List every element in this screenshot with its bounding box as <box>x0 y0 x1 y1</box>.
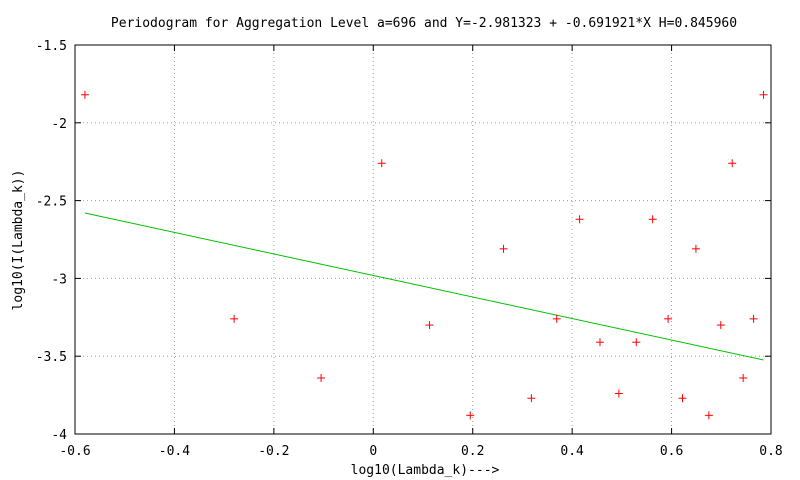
x-tick-label: 0.6 <box>660 444 683 459</box>
x-tick-label: 0 <box>369 444 377 459</box>
x-tick-label: 0.4 <box>560 444 584 459</box>
y-tick-label: -1.5 <box>36 39 67 54</box>
data-point <box>499 244 508 253</box>
data-point <box>691 244 700 253</box>
data-point <box>595 338 604 347</box>
fit-line-group <box>84 212 764 361</box>
data-point <box>749 314 758 323</box>
data-point <box>575 215 584 224</box>
data-point <box>739 373 748 382</box>
data-point <box>716 321 725 330</box>
data-point <box>664 314 673 323</box>
grid-lines <box>75 45 771 434</box>
x-tick-label: -0.2 <box>258 444 289 459</box>
y-tick-label: -3 <box>51 272 67 287</box>
data-point <box>728 159 737 168</box>
data-point <box>678 394 687 403</box>
fit-line <box>84 212 764 361</box>
data-point <box>80 90 89 99</box>
data-point <box>759 90 768 99</box>
x-tick-label: 0.8 <box>759 444 782 459</box>
x-tick-label: 0.2 <box>461 444 484 459</box>
data-point <box>648 215 657 224</box>
data-points <box>80 90 768 420</box>
data-point <box>527 394 536 403</box>
tick-labels: -0.6 -0.4 -0.2 0 0.2 0.4 0.6 0.8 -4 -3.5 -3 -2.5 -2 -… <box>36 39 783 459</box>
data-point <box>230 314 239 323</box>
y-tick-label: -4 <box>51 428 67 443</box>
plot-frame <box>74 44 772 435</box>
data-point <box>632 338 641 347</box>
data-point <box>552 314 561 323</box>
data-point <box>425 321 434 330</box>
y-tick-label: -2.5 <box>36 195 67 210</box>
data-point <box>704 411 713 420</box>
data-point <box>614 389 623 398</box>
y-axis-label: log10(I(Lambda_k)) <box>11 170 26 311</box>
data-point <box>466 411 475 420</box>
x-tick-label: -0.6 <box>59 444 90 459</box>
y-tick-label: -2 <box>51 117 67 132</box>
data-point <box>377 159 386 168</box>
y-tick-label: -3.5 <box>36 350 67 365</box>
x-tick-label: -0.4 <box>159 444 190 459</box>
chart-title: Periodogram for Aggregation Level a=696 … <box>111 16 737 31</box>
data-point <box>317 373 326 382</box>
x-axis-label: log10(Lambda_k)---> <box>351 463 500 478</box>
